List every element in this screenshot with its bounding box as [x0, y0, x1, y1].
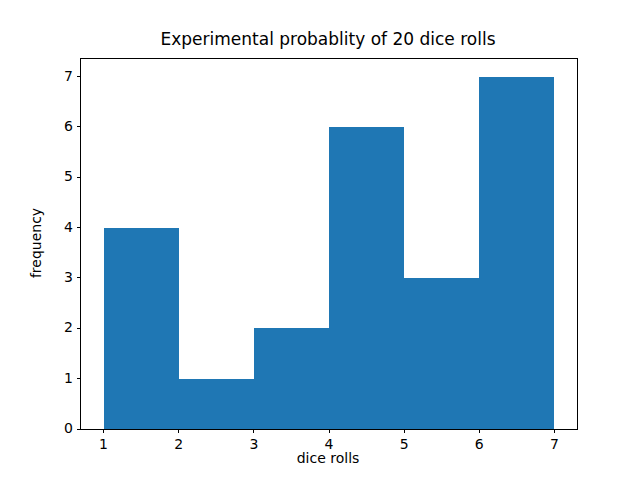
y-tick-mark — [77, 227, 81, 228]
x-axis-label: dice rolls — [80, 450, 576, 466]
y-tick-mark — [77, 76, 81, 77]
histogram-bar — [254, 328, 329, 429]
y-tick-mark — [77, 328, 81, 329]
x-tick-mark — [479, 429, 480, 433]
x-tick-mark — [253, 429, 254, 433]
histogram-bar — [104, 228, 179, 429]
histogram-bar — [179, 379, 254, 429]
y-axis-label-container: frequency — [22, 58, 50, 428]
x-tick-mark — [329, 429, 330, 433]
x-tick-mark — [554, 429, 555, 433]
histogram-bar — [404, 278, 479, 429]
matplotlib-figure: Experimental probablity of 20 dice rolls… — [0, 0, 640, 480]
plot-area: 123456701234567 — [80, 58, 578, 430]
histogram-bar — [479, 77, 554, 429]
chart-title: Experimental probablity of 20 dice rolls — [80, 29, 576, 49]
y-tick-mark — [77, 177, 81, 178]
y-tick-mark — [77, 378, 81, 379]
x-tick-mark — [103, 429, 104, 433]
y-tick-mark — [77, 126, 81, 127]
y-tick-mark — [77, 277, 81, 278]
histogram-bar — [329, 127, 404, 429]
x-tick-mark — [404, 429, 405, 433]
y-axis-label: frequency — [28, 208, 44, 278]
x-tick-mark — [178, 429, 179, 433]
y-tick-mark — [77, 429, 81, 430]
